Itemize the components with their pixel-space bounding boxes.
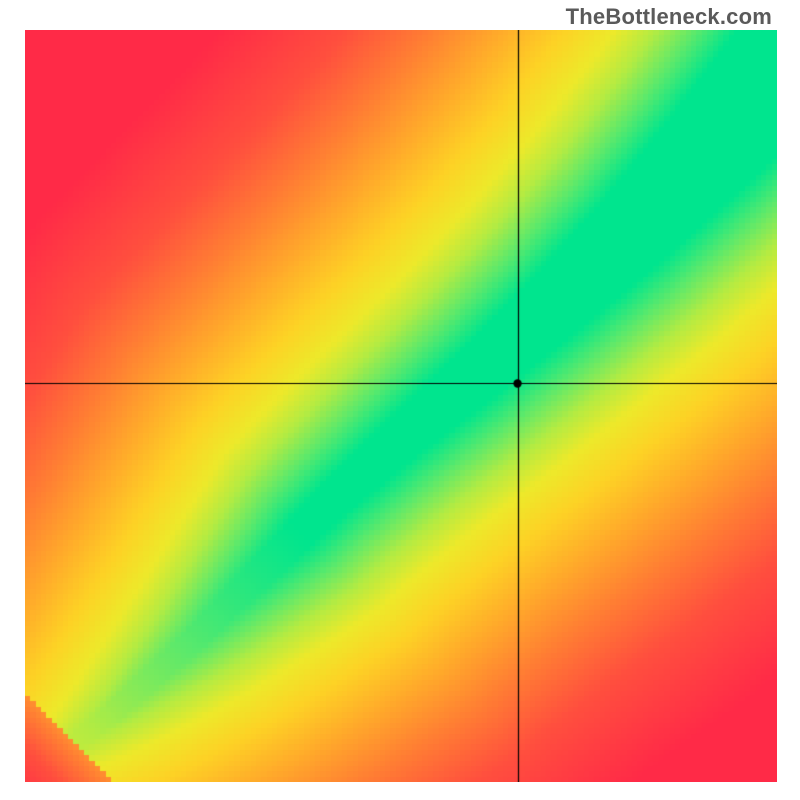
bottleneck-heatmap bbox=[25, 30, 777, 782]
chart-frame: TheBottleneck.com bbox=[0, 0, 800, 800]
attribution-label: TheBottleneck.com bbox=[566, 4, 772, 30]
